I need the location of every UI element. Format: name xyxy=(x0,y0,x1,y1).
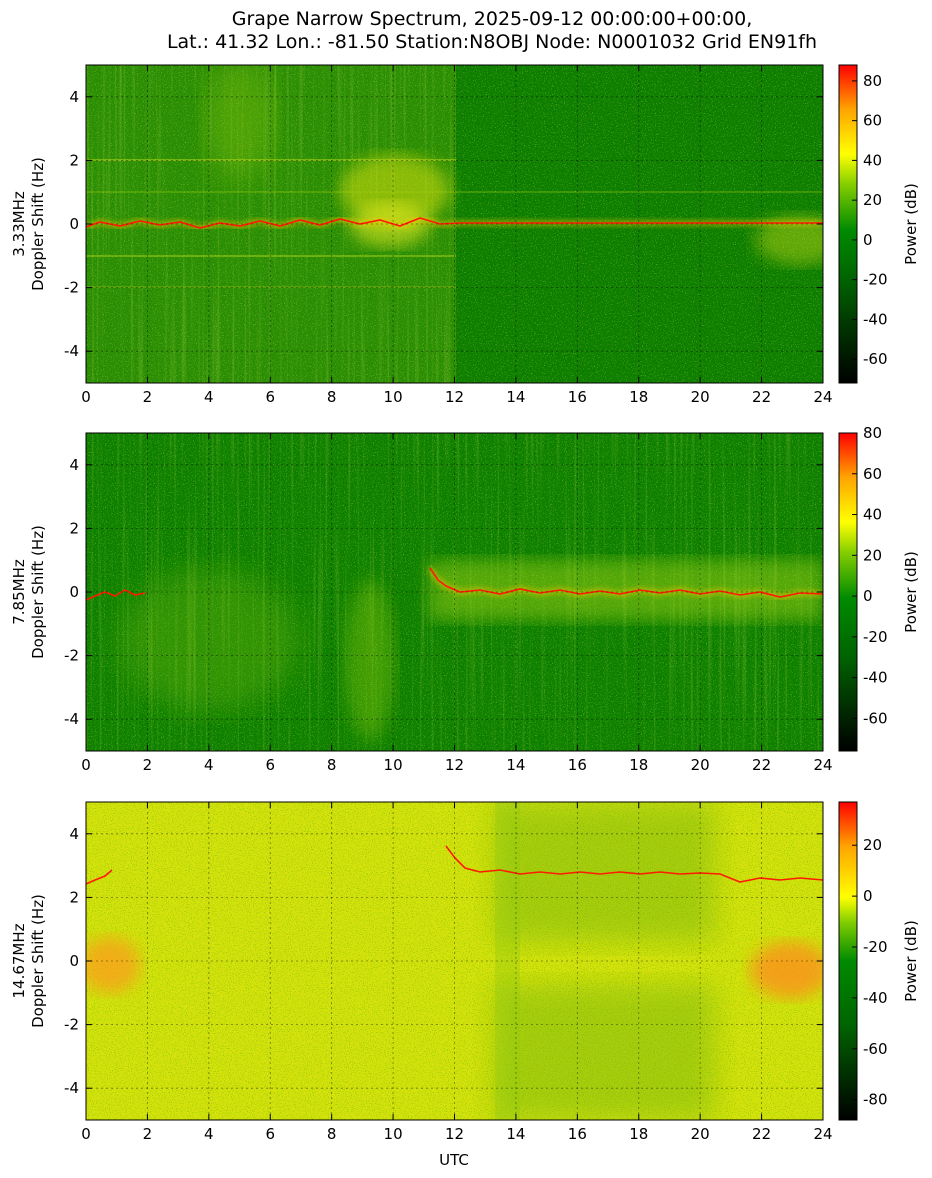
x-tick-label-7-85mhz: 22 xyxy=(752,756,771,774)
x-tick-label-7-85mhz: 12 xyxy=(445,756,464,774)
heatmap-7-85mhz xyxy=(86,433,823,751)
x-axis-label: UTC xyxy=(439,1151,469,1169)
x-tick-label-7-85mhz: 20 xyxy=(691,756,710,774)
x-tick-label-3-33mhz: 18 xyxy=(629,388,648,406)
x-tick-label-7-85mhz: 16 xyxy=(568,756,587,774)
colorbar-tick-label-14-67mhz: -40 xyxy=(863,989,888,1007)
x-tick-label-3-33mhz: 24 xyxy=(813,388,832,406)
colorbar-tick-label-14-67mhz: 20 xyxy=(863,836,882,854)
x-tick-label-14-67mhz: 10 xyxy=(384,1125,403,1143)
x-tick-label-7-85mhz: 10 xyxy=(384,756,403,774)
x-tick-label-3-33mhz: 10 xyxy=(384,388,403,406)
x-tick-label-3-33mhz: 16 xyxy=(568,388,587,406)
y-tick-label-3-33mhz: 2 xyxy=(69,151,79,169)
y-tick-label-7-85mhz: 2 xyxy=(69,519,79,537)
colorbar-tick-label-14-67mhz: -60 xyxy=(863,1040,888,1058)
colorbar-tick-label-3-33mhz: 0 xyxy=(863,231,873,249)
colorbar-tick-label-14-67mhz: -80 xyxy=(863,1091,888,1109)
colorbar-label-3-33mhz: Power (dB) xyxy=(902,183,920,265)
heatmap-14-67mhz xyxy=(86,802,823,1120)
y-tick-label-14-67mhz: -2 xyxy=(64,1016,79,1034)
colorbar-tick-label-3-33mhz: 20 xyxy=(863,191,882,209)
x-tick-label-7-85mhz: 6 xyxy=(265,756,275,774)
colorbar-tick-label-3-33mhz: 60 xyxy=(863,112,882,130)
x-tick-label-7-85mhz: 8 xyxy=(327,756,337,774)
y-tick-label-3-33mhz: 0 xyxy=(69,215,79,233)
colorbar-tick-label-3-33mhz: -40 xyxy=(863,310,888,328)
x-tick-label-14-67mhz: 20 xyxy=(691,1125,710,1143)
panel-14-67mhz: 14.67MHz Doppler Shift (Hz) Power (dB) xyxy=(10,801,920,1121)
x-tick-label-3-33mhz: 22 xyxy=(752,388,771,406)
figure-title-line1: Grape Narrow Spectrum, 2025-09-12 00:00:… xyxy=(232,8,753,30)
x-tick-label-3-33mhz: 4 xyxy=(204,388,214,406)
freq-label-7-85mhz: 7.85MHz xyxy=(10,559,28,625)
y-tick-label-3-33mhz: 4 xyxy=(69,88,79,106)
x-tick-label-7-85mhz: 24 xyxy=(813,756,832,774)
x-tick-label-3-33mhz: 0 xyxy=(81,388,91,406)
colorbar-tick-label-3-33mhz: -60 xyxy=(863,350,888,368)
x-tick-label-7-85mhz: 2 xyxy=(143,756,153,774)
ylabel-14-67mhz: Doppler Shift (Hz) xyxy=(29,894,47,1028)
colorbar-tick-label-3-33mhz: 80 xyxy=(863,72,882,90)
colorbar-tick-label-7-85mhz: 20 xyxy=(863,546,882,564)
y-tick-label-7-85mhz: 4 xyxy=(69,456,79,474)
x-tick-label-3-33mhz: 12 xyxy=(445,388,464,406)
colorbar-tick-label-14-67mhz: 0 xyxy=(863,887,873,905)
x-tick-label-7-85mhz: 4 xyxy=(204,756,214,774)
x-tick-label-14-67mhz: 18 xyxy=(629,1125,648,1143)
colorbar-7-85mhz xyxy=(838,432,858,752)
x-tick-label-3-33mhz: 6 xyxy=(265,388,275,406)
colorbar-14-67mhz xyxy=(838,801,858,1121)
y-tick-label-7-85mhz: 0 xyxy=(69,583,79,601)
colorbar-tick-label-7-85mhz: 40 xyxy=(863,506,882,524)
colorbar-tick-label-7-85mhz: 80 xyxy=(863,424,882,442)
x-tick-label-7-85mhz: 0 xyxy=(81,756,91,774)
y-tick-label-14-67mhz: 4 xyxy=(69,825,79,843)
panel-3-33mhz: 3.33MHz Doppler Shift (Hz) Power (dB) xyxy=(10,64,920,384)
y-tick-label-7-85mhz: -4 xyxy=(64,710,79,728)
ylabel-3-33mhz: Doppler Shift (Hz) xyxy=(29,157,47,291)
x-tick-label-14-67mhz: 0 xyxy=(81,1125,91,1143)
x-tick-label-14-67mhz: 16 xyxy=(568,1125,587,1143)
colorbar-tick-label-3-33mhz: 40 xyxy=(863,151,882,169)
colorbar-tick-label-3-33mhz: -20 xyxy=(863,271,888,289)
figure-title-line2: Lat.: 41.32 Lon.: -81.50 Station:N8OBJ N… xyxy=(167,31,817,53)
colorbar-tick-label-7-85mhz: -60 xyxy=(863,709,888,727)
freq-label-14-67mhz: 14.67MHz xyxy=(10,923,28,998)
colorbar-label-14-67mhz: Power (dB) xyxy=(902,920,920,1002)
heatmap-3-33mhz xyxy=(86,65,823,383)
y-tick-label-14-67mhz: 0 xyxy=(69,952,79,970)
x-tick-label-3-33mhz: 20 xyxy=(691,388,710,406)
x-tick-label-14-67mhz: 14 xyxy=(506,1125,525,1143)
ticks-layer: 0 2 4 6 8 10 12 14 16 18 20 22 24-4-2024-60-40-20020… xyxy=(64,65,888,1143)
x-tick-label-14-67mhz: 8 xyxy=(327,1125,337,1143)
x-tick-label-7-85mhz: 18 xyxy=(629,756,648,774)
colorbar-3-33mhz xyxy=(838,64,858,384)
x-tick-label-14-67mhz: 2 xyxy=(143,1125,153,1143)
x-tick-label-3-33mhz: 8 xyxy=(327,388,337,406)
x-tick-label-14-67mhz: 22 xyxy=(752,1125,771,1143)
y-tick-label-3-33mhz: -4 xyxy=(64,342,79,360)
y-tick-label-7-85mhz: -2 xyxy=(64,647,79,665)
x-tick-label-3-33mhz: 2 xyxy=(143,388,153,406)
y-tick-label-3-33mhz: -2 xyxy=(64,279,79,297)
colorbar-label-7-85mhz: Power (dB) xyxy=(902,551,920,633)
x-tick-label-7-85mhz: 14 xyxy=(506,756,525,774)
y-tick-label-14-67mhz: -4 xyxy=(64,1079,79,1097)
ylabel-7-85mhz: Doppler Shift (Hz) xyxy=(29,525,47,659)
colorbar-tick-label-7-85mhz: -40 xyxy=(863,669,888,687)
freq-label-3-33mhz: 3.33MHz xyxy=(10,191,28,257)
colorbar-tick-label-14-67mhz: -20 xyxy=(863,938,888,956)
x-tick-label-3-33mhz: 14 xyxy=(506,388,525,406)
x-tick-label-14-67mhz: 12 xyxy=(445,1125,464,1143)
x-tick-label-14-67mhz: 24 xyxy=(813,1125,832,1143)
colorbar-tick-label-7-85mhz: -20 xyxy=(863,628,888,646)
x-tick-label-14-67mhz: 6 xyxy=(265,1125,275,1143)
colorbar-tick-label-7-85mhz: 60 xyxy=(863,465,882,483)
colorbar-tick-label-7-85mhz: 0 xyxy=(863,587,873,605)
panel-7-85mhz: 7.85MHz Doppler Shift (Hz) Power (dB) xyxy=(10,432,920,752)
y-tick-label-14-67mhz: 2 xyxy=(69,888,79,906)
x-tick-label-14-67mhz: 4 xyxy=(204,1125,214,1143)
